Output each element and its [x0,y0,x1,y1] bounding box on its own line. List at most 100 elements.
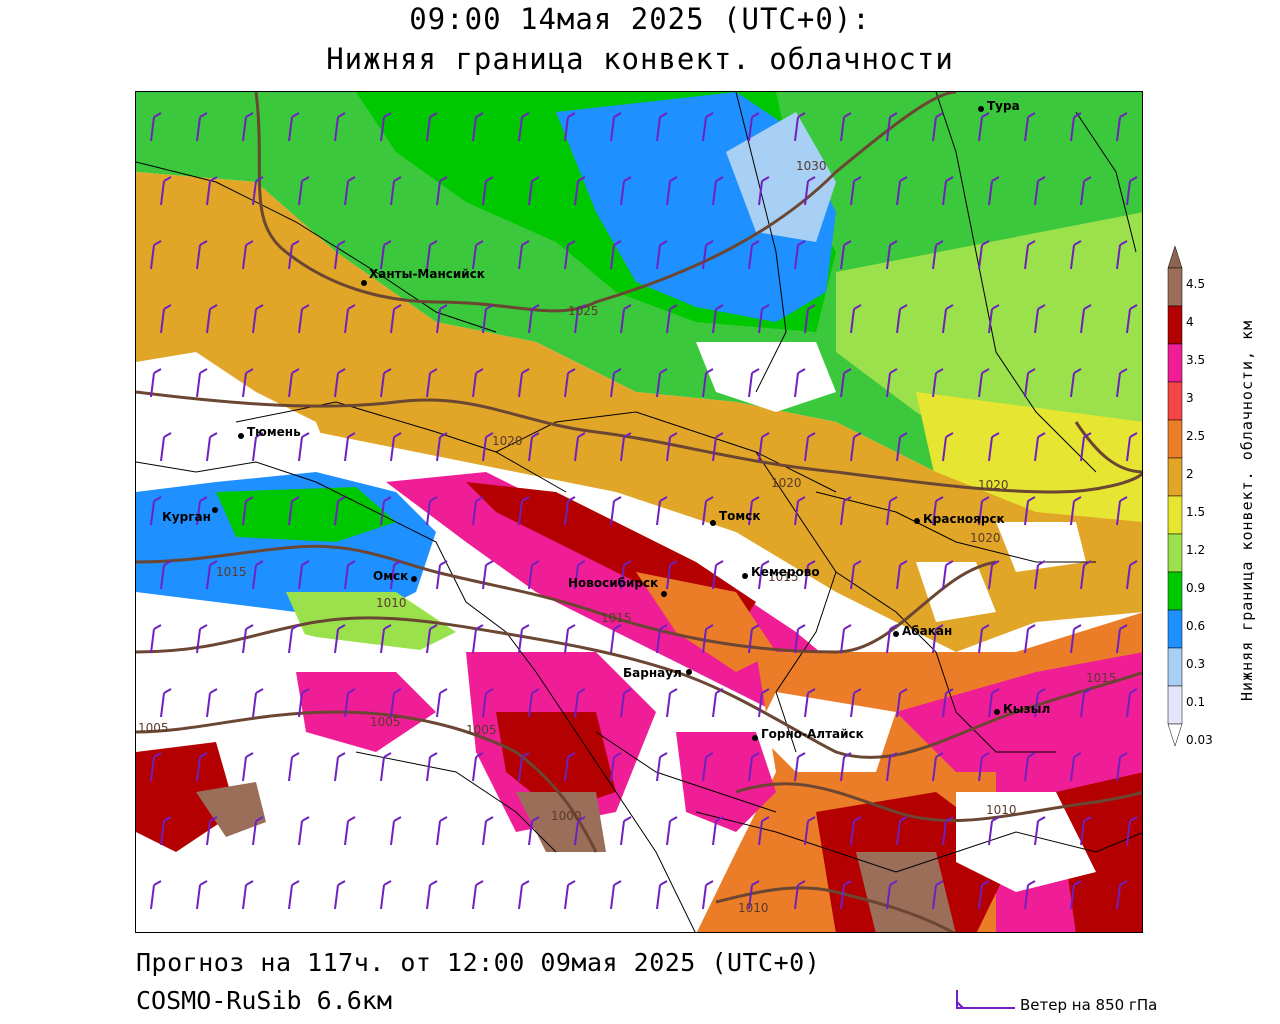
city-label: Томск [719,509,761,523]
wind-barb [298,560,310,590]
wind-barb [758,432,770,462]
wind-barb [666,432,678,462]
wind-barb [380,368,392,398]
wind-barb [886,880,898,910]
isobar-label: 1010 [376,596,407,610]
wind-barb [252,432,264,462]
wind-barb [564,624,576,654]
legend-tick: 3 [1186,391,1194,405]
city-tomsk: Томск [710,509,761,526]
wind-barb [436,432,448,462]
wind-barb [978,240,990,270]
wind-barb [666,816,678,846]
wind-barb [1126,176,1138,206]
wind-barb [620,560,632,590]
legend-tick: 4.5 [1186,277,1205,291]
wind-barb [942,176,954,206]
wind-barb [160,688,172,718]
city-label: Кызыл [1003,702,1050,716]
city-marker [661,591,667,597]
wind-barb [380,752,392,782]
wind-barb [380,624,392,654]
wind-barb [886,368,898,398]
wind-barb [1070,624,1082,654]
wind-barb [702,112,714,142]
wind-barb [426,368,438,398]
wind-barb [804,304,816,334]
wind-barb [758,816,770,846]
wind-barb [1034,432,1046,462]
wind-barb [206,816,218,846]
legend-swatch [1167,495,1183,535]
wind-barb [196,624,208,654]
wind-barb [1080,176,1092,206]
wind-barb [242,496,254,526]
wind-barb [564,496,576,526]
wind-barb [518,752,530,782]
wind-barb [794,496,806,526]
wind-barb [564,880,576,910]
wind-barb [620,816,632,846]
city-abakan: Абакан [893,624,952,638]
city-label: Красноярск [923,512,1005,526]
wind-barb [390,816,402,846]
wind-barb [196,368,208,398]
wind-barb [610,880,622,910]
wind-barb [436,688,448,718]
wind-barb [702,880,714,910]
wind-barb [426,880,438,910]
isobar-label: 1010 [986,803,1017,817]
wind-barb [528,176,540,206]
city-tura: Тура [978,99,1020,113]
wind-barb [1070,496,1082,526]
wind-barb [610,496,622,526]
wind-barb [850,432,862,462]
wind-barb [196,752,208,782]
wind-legend-label: Ветер на 850 гПа [1020,996,1158,1014]
wind-barb [1070,240,1082,270]
wind-barb [334,112,346,142]
wind-barb [150,624,162,654]
wind-barb [288,752,300,782]
wind-barb [702,496,714,526]
wind-barb [334,624,346,654]
wind-barb [896,432,908,462]
wind-barb [804,688,816,718]
wind-barb [1080,432,1092,462]
wind-barb [160,304,172,334]
wind-barb [610,240,622,270]
legend-swatch [1167,647,1183,687]
wind-barb [436,560,448,590]
wind-barb [794,752,806,782]
wind-barb [840,112,852,142]
wind-barb [298,816,310,846]
wind-barb [574,560,586,590]
wind-barb [850,176,862,206]
wind-barb [1080,816,1092,846]
legend-swatch [1167,267,1183,307]
wind-barb [988,688,1000,718]
wind-barb [610,112,622,142]
wind-barb [794,240,806,270]
wind-barb [344,432,356,462]
wind-barb [666,304,678,334]
wind-barb [252,560,264,590]
wind-barb [196,112,208,142]
wind-barb [380,496,392,526]
legend-tick: 2.5 [1186,429,1205,443]
wind-barb [1024,752,1036,782]
legend-tick: 0.3 [1186,657,1205,671]
wind-barb [850,688,862,718]
wind-barb [528,688,540,718]
wind-barb [390,432,402,462]
wind-barb [206,688,218,718]
legend-tick: 0.1 [1186,695,1205,709]
wind-barb [758,304,770,334]
legend-title: Нижняя граница конвект. облачности, км [1238,319,1256,701]
wind-barb [978,752,990,782]
wind-barb [978,112,990,142]
wind-barb [150,112,162,142]
wind-barb [1024,112,1036,142]
wind-barb [482,816,494,846]
wind-barb [748,624,760,654]
